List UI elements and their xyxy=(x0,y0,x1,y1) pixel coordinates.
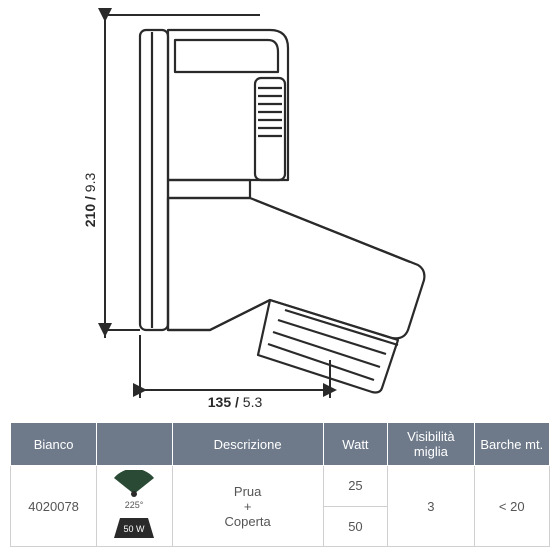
header-row: Bianco Descrizione Watt Visibilità migli… xyxy=(11,423,550,466)
barche-cell: < 20 xyxy=(474,466,550,547)
header-descrizione: Descrizione xyxy=(172,423,323,466)
descrizione-cell: Prua + Coperta xyxy=(172,466,323,547)
height-in: 9.3 xyxy=(82,173,98,193)
svg-text:210 / 9.3: 210 / 9.3 xyxy=(82,173,98,228)
code-cell: 4020078 xyxy=(11,466,97,547)
drawing-svg: 210 / 9.3 135 / 5.3 xyxy=(0,0,560,420)
header-visibilita: Visibilità miglia xyxy=(388,423,474,466)
header-barche: Barche mt. xyxy=(474,423,550,466)
header-watt: Watt xyxy=(323,423,388,466)
desc-line1: Prua xyxy=(177,484,319,499)
desc-plus: + xyxy=(177,499,319,514)
spec-table: Bianco Descrizione Watt Visibilità migli… xyxy=(10,422,550,547)
technical-drawing: 210 / 9.3 135 / 5.3 xyxy=(0,0,560,420)
power-label: 50 W xyxy=(124,524,146,534)
watt2-cell: 50 xyxy=(323,506,388,547)
width-in: 5.3 xyxy=(243,394,263,410)
width-mm: 135 xyxy=(208,394,232,410)
visibilita-cell: 3 xyxy=(388,466,474,547)
angle-label: 225° xyxy=(125,500,144,510)
light-pattern-icon: 225° 50 W xyxy=(106,470,162,542)
icon-cell: 225° 50 W xyxy=(97,466,172,547)
header-bianco: Bianco xyxy=(11,423,97,466)
spec-table-wrapper: Bianco Descrizione Watt Visibilità migli… xyxy=(10,422,550,547)
watt1-cell: 25 xyxy=(323,466,388,507)
header-icon-spacer xyxy=(97,423,172,466)
height-mm: 210 xyxy=(82,204,98,228)
data-row-1: 4020078 225° 50 W Prua + Coperta 25 3 < … xyxy=(11,466,550,507)
svg-text:135 / 5.3: 135 / 5.3 xyxy=(208,394,263,410)
desc-line2: Coperta xyxy=(177,514,319,529)
